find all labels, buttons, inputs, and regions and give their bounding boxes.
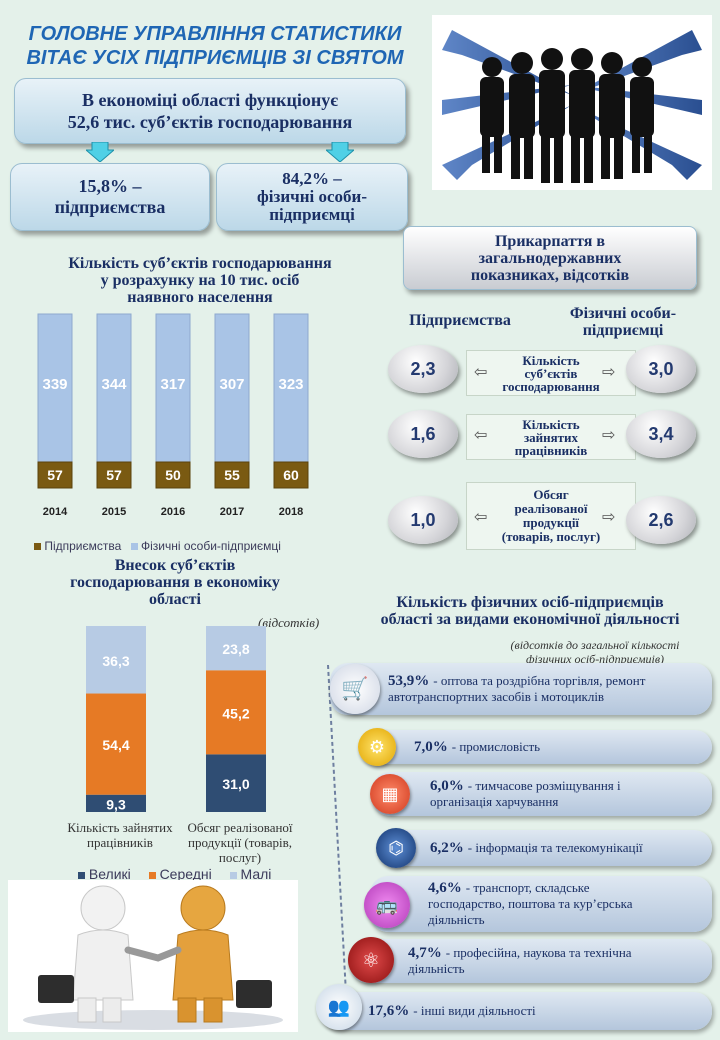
bar-output-small — [206, 626, 266, 671]
bar-individuals-2015 — [96, 313, 132, 463]
entities-per-10k-chart: 339 57 2014 344 57 2015 317 50 2016 307 55 2017 323 6… — [37, 313, 309, 518]
label-individuals-2018: 323 — [278, 376, 303, 393]
label-employees-small: 36,3 — [102, 653, 129, 669]
x-tick-2018: 2018 — [279, 506, 303, 518]
category-output-label: Обсяг реалізованої продукції (товарів, пос… — [187, 820, 293, 865]
enterprises-employees-value: 1,6 — [388, 410, 458, 458]
bar-enterprises-2017 — [214, 461, 250, 489]
contribution-chart: 9,3 54,4 36,3 31,0 45,2 23,8 — [86, 626, 266, 812]
column-individuals: Фізичні особи- підприємці — [569, 305, 677, 339]
bar-enterprises-2016 — [155, 461, 191, 489]
label-enterprises-2018: 60 — [283, 467, 299, 483]
label-output-medium: 45,2 — [222, 705, 249, 721]
activity-industry: 7,0% - промисловість — [360, 730, 712, 764]
enterprises-entities-value: 2,3 — [388, 345, 458, 393]
bar-output-large — [206, 754, 266, 812]
individuals-share-box: 84,2% – фізичні особи- підприємці — [216, 163, 408, 231]
bar-chart-title: Кількість суб’єктів господарювання у роз… — [68, 255, 332, 306]
network-icon: ⌬ — [376, 828, 416, 868]
people-icon: 👥 — [316, 984, 362, 1030]
activities-title: Кількість фізичних осіб-підприємців обла… — [380, 594, 680, 628]
bar-chart-legend: Підприємства Фізичні особи-підприємці — [34, 539, 364, 553]
bar-output-medium — [206, 670, 266, 755]
bar-individuals-2017 — [214, 313, 250, 463]
legend-individuals: Фізичні особи-підприємці — [140, 539, 281, 553]
bar-enterprises-2014 — [37, 461, 73, 489]
legend-swatch-large — [78, 872, 85, 879]
arrow-left-icon: ⇦ — [474, 509, 488, 526]
enterprises-output-value: 1,0 — [388, 496, 458, 544]
legend-enterprises: Підприємства — [44, 539, 122, 553]
business-team-image — [432, 15, 712, 190]
activity-transport: 4,6% - транспорт, складське господарство,… — [370, 876, 712, 932]
legend-swatch-individuals — [130, 543, 138, 550]
label-individuals-2016: 317 — [160, 376, 185, 393]
label-enterprises-2017: 55 — [224, 467, 240, 483]
label-individuals-2015: 344 — [101, 376, 127, 393]
individuals-output-value: 2,6 — [626, 496, 696, 544]
arrow-down-icon — [86, 142, 114, 162]
bar-individuals-2016 — [155, 313, 191, 463]
arrow-right-icon: ⇨ — [602, 509, 616, 526]
legend-large: Великі — [88, 866, 131, 882]
legend-swatch-small — [229, 872, 237, 879]
individuals-employees-value: 3,4 — [626, 410, 696, 458]
comparison-title: Прикарпаття в загальнодержавних показник… — [403, 226, 697, 290]
shopping-cart-icon: 🛒 — [330, 664, 380, 714]
timeline-line — [327, 664, 349, 1031]
legend-medium: Середні — [159, 866, 212, 882]
x-tick-2017: 2017 — [220, 506, 244, 518]
label-enterprises-2014: 57 — [47, 467, 63, 483]
activity-accommodation: 6,0% - тимчасове розміщування і організац… — [372, 772, 712, 816]
indicator-employees: Кількість зайнятих працівників — [466, 414, 636, 460]
atom-icon: ⚛ — [348, 937, 394, 983]
arrow-right-icon: ⇨ — [602, 427, 616, 444]
bar-employees-medium — [86, 693, 146, 795]
arrow-left-icon: ⇦ — [474, 364, 488, 381]
hotel-icon: ▦ — [370, 774, 410, 814]
indicator-entities: Кількість суб’єктів господарювання — [466, 350, 636, 396]
arrow-left-icon: ⇦ — [474, 427, 488, 444]
label-employees-medium: 54,4 — [102, 737, 129, 753]
bar-employees-large — [86, 794, 146, 812]
label-enterprises-2015: 57 — [106, 467, 122, 483]
contribution-title: Внесок суб’єктів господарювання в економ… — [70, 557, 280, 608]
activity-other: 17,6% - інші види діяльності — [322, 992, 712, 1030]
individuals-entities-value: 3,0 — [626, 345, 696, 393]
indicator-output: Обсяг реалізованої продукції (товарів, посл… — [466, 482, 636, 550]
label-enterprises-2016: 50 — [165, 467, 181, 483]
column-enterprises: Підприємства — [409, 312, 511, 329]
bar-enterprises-2015 — [96, 461, 132, 489]
bus-icon: 🚌 — [364, 882, 410, 928]
bar-enterprises-2018 — [273, 461, 309, 489]
x-tick-2016: 2016 — [161, 506, 185, 518]
bar-employees-small — [86, 626, 146, 694]
gear-icon: ⚙ — [358, 728, 396, 766]
unit-label: (відсотків) — [258, 615, 320, 630]
activity-ict: 6,2% - інформація та телекомунікації — [378, 830, 712, 866]
label-employees-large: 9,3 — [106, 796, 126, 812]
x-tick-2014: 2014 — [43, 506, 68, 518]
activity-science: 4,7% - професійна, наукова та технічна ді… — [350, 939, 712, 983]
contribution-legend: Великі Середні Малі — [78, 866, 271, 882]
label-individuals-2017: 307 — [219, 376, 244, 393]
activity-trade: 53,9% - оптова та роздрібна торгівля, рем… — [330, 663, 712, 715]
x-tick-2015: 2015 — [102, 506, 126, 518]
legend-small: Малі — [240, 866, 272, 882]
handshake-image — [8, 880, 298, 1032]
legend-swatch-medium — [148, 872, 156, 879]
category-employees-label: Кількість зайнятих працівників — [67, 820, 173, 850]
legend-swatch-enterprises — [34, 543, 41, 550]
label-output-large: 31,0 — [222, 776, 249, 792]
label-output-small: 23,8 — [222, 641, 249, 657]
arrow-down-icon — [326, 142, 354, 162]
arrow-right-icon: ⇨ — [602, 364, 616, 381]
label-individuals-2014: 339 — [42, 376, 67, 393]
enterprises-share-box: 15,8% – підприємства — [10, 163, 210, 231]
page-title: ГОЛОВНЕ УПРАВЛІННЯ СТАТИСТИКИ ВІТАЄ УСІХ… — [26, 23, 404, 69]
total-entities-box: В економіці області функціонує 52,6 тис.… — [14, 78, 406, 144]
activities-note: (відсотків до загальної кількості фізичн… — [510, 638, 680, 666]
